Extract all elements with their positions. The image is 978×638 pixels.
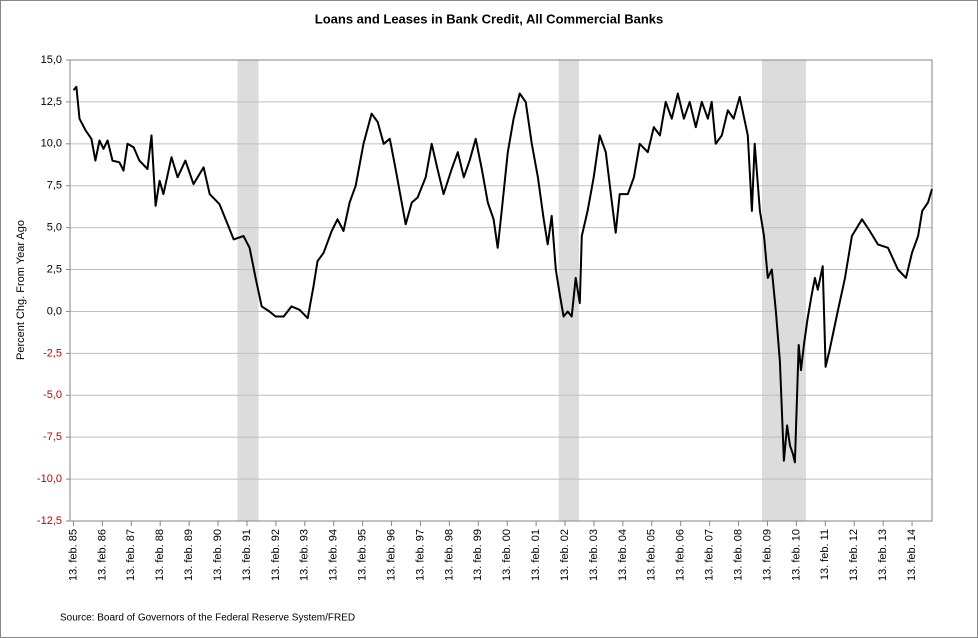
y-tick-label: 0,0: [47, 305, 62, 317]
x-tick-label: 13. feb. 11: [819, 529, 831, 580]
x-tick-label: 13. feb. 05: [646, 529, 658, 581]
x-tick-label: 13. feb. 10: [790, 529, 802, 581]
x-tick-label: 13. feb. 92: [270, 529, 282, 581]
x-tick-label: 13. feb. 14: [906, 529, 918, 581]
y-tick-label: -5,0: [43, 389, 62, 401]
x-tick-label: 13. feb. 94: [328, 529, 340, 581]
y-tick-label: -12,5: [37, 515, 62, 527]
source-note: Source: Board of Governors of the Federa…: [60, 613, 355, 624]
y-tick-label: 5,0: [47, 222, 62, 234]
x-tick-label: 13. feb. 02: [559, 529, 571, 581]
y-axis-label: Percent Chg. From Year Ago: [15, 220, 27, 360]
y-tick-label: 15,0: [41, 54, 62, 66]
plot-frame: [69, 59, 933, 522]
x-tick-label: 13. feb. 97: [414, 529, 426, 581]
x-tick-label: 13. feb. 03: [588, 529, 600, 581]
x-tick-label: 13. feb. 89: [183, 529, 195, 581]
x-tick-label: 13. feb. 86: [96, 529, 108, 581]
y-tick-label: 12,5: [41, 96, 62, 108]
x-tick-label: 13. feb. 91: [241, 529, 253, 581]
x-tick-label: 13. feb. 85: [67, 529, 79, 581]
x-tick-label: 13. feb. 93: [299, 529, 311, 581]
y-tick-label: -2,5: [43, 347, 62, 359]
x-tick-label: 13. feb. 08: [732, 529, 744, 581]
x-tick-label: 13. feb. 01: [530, 529, 542, 581]
x-tick-label: 13. feb. 99: [472, 529, 484, 581]
x-tick-label: 13. feb. 96: [385, 529, 397, 581]
y-tick-label: -7,5: [43, 431, 62, 443]
x-tick-label: 13. feb. 07: [704, 529, 716, 581]
recession-band: [558, 60, 579, 521]
recession-band: [237, 60, 259, 521]
x-tick-label: 13. feb. 90: [212, 529, 224, 581]
x-tick-label: 13. feb. 13: [877, 529, 889, 581]
chart-title: Loans and Leases in Bank Credit, All Com…: [315, 11, 663, 26]
y-tick-label: 10,0: [41, 138, 62, 150]
x-tick-label: 13. feb. 98: [443, 529, 455, 581]
y-tick-label: 2,5: [47, 263, 62, 275]
x-tick-label: 13. feb. 12: [848, 529, 860, 581]
data-line: [72, 85, 933, 464]
x-tick-label: 13. feb. 04: [617, 529, 629, 581]
x-tick-label: 13. feb. 00: [501, 529, 513, 581]
x-tick-label: 13. feb. 06: [675, 529, 687, 581]
y-tick-label: -10,0: [37, 473, 62, 485]
y-tick-label: 7,5: [47, 180, 62, 192]
x-tick-label: 13. feb. 88: [154, 529, 166, 581]
x-tick-label: 13. feb. 87: [125, 529, 137, 581]
x-tick-label: 13. feb. 09: [761, 529, 773, 581]
x-tick-label: 13. feb. 95: [357, 529, 369, 581]
